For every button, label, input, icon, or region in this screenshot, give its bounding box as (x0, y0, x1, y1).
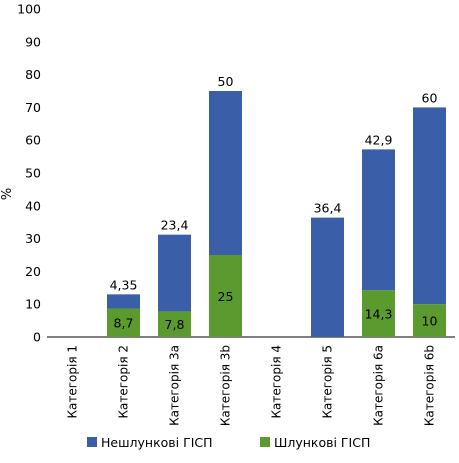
bar-segment-shlunkovi (158, 311, 191, 337)
y-tick-label: 10 (25, 297, 41, 312)
y-tick-label: 70 (25, 100, 41, 115)
bar-segment-shlunkovi (107, 308, 140, 337)
data-label-neshlunkovi: 23,4 (161, 218, 189, 233)
y-tick-label: 100 (17, 2, 41, 17)
legend-label: Нешлункові ГІСП (101, 435, 213, 450)
y-tick-label: 90 (25, 34, 41, 49)
bar-segment-neshlunkovi (311, 217, 344, 337)
legend: Нешлункові ГІСП Шлункові ГІСП (87, 435, 370, 450)
x-category-label: Категорія 5 (321, 345, 335, 419)
data-label-shlunkovi: 25 (218, 289, 234, 304)
legend-swatch (260, 437, 270, 447)
data-label-neshlunkovi: 42,9 (365, 132, 393, 147)
x-category-label: Категорія 2 (117, 345, 131, 419)
bar-segment-shlunkovi (413, 304, 446, 337)
legend-swatch (87, 437, 97, 447)
x-category-label: Категорія 6a (372, 345, 386, 426)
bar-segment-neshlunkovi (107, 294, 140, 309)
data-label-shlunkovi: 7,8 (165, 317, 185, 332)
x-category-label: Категорія 3b (219, 345, 233, 426)
y-tick-label: 20 (25, 264, 41, 279)
data-label-shlunkovi: 14,3 (365, 307, 393, 322)
data-label-neshlunkovi: 60 (422, 90, 438, 105)
data-label-neshlunkovi: 36,4 (314, 201, 342, 216)
y-tick-label: 0 (33, 330, 41, 345)
data-label-neshlunkovi: 4,35 (110, 277, 138, 292)
y-tick-label: 60 (25, 133, 41, 148)
y-axis-title: % (0, 188, 15, 200)
data-label-shlunkovi: 8,7 (114, 316, 134, 331)
bar-segment-neshlunkovi (362, 149, 395, 291)
bar-segment-shlunkovi (362, 290, 395, 337)
y-tick-label: 80 (25, 67, 41, 82)
bar-segment-neshlunkovi (209, 91, 242, 255)
y-tick-label: 50 (25, 166, 41, 181)
bar-segment-shlunkovi (209, 255, 242, 337)
x-category-label: Категорія 3a (168, 345, 182, 426)
x-category-label: Категорія 1 (66, 345, 80, 419)
y-axis: 0 10 20 30 40 50 60 70 80 90 100 (17, 2, 455, 345)
x-category-label: Категорія 4 (270, 345, 284, 419)
y-tick-label: 40 (25, 198, 41, 213)
data-label-shlunkovi: 10 (422, 314, 438, 329)
legend-label: Шлункові ГІСП (274, 435, 370, 450)
y-tick-label: 30 (25, 231, 41, 246)
bar-segment-neshlunkovi (413, 107, 446, 305)
x-axis-labels: Категорія 1 Категорія 2 Категорія 3a Катего… (66, 345, 437, 426)
bars: 8,7 4,35 7,8 23,4 25 50 36,4 14,3 42,9 10 60 (107, 74, 446, 337)
bar-segment-neshlunkovi (158, 234, 191, 312)
data-label-neshlunkovi: 50 (218, 74, 234, 89)
x-category-label: Категорія 6b (423, 345, 437, 426)
